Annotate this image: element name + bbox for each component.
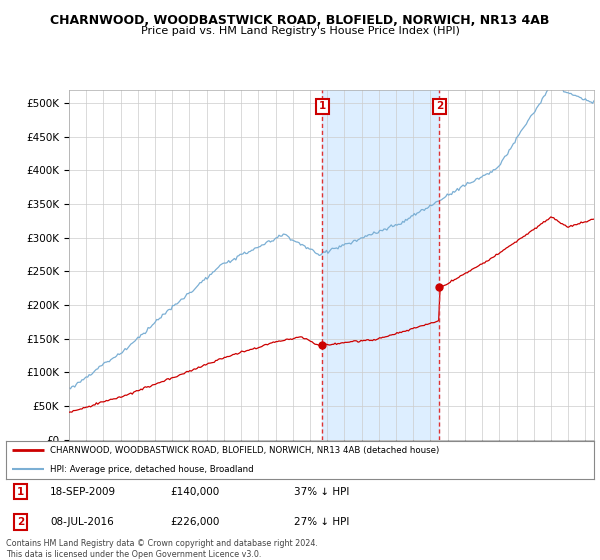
Text: 08-JUL-2016: 08-JUL-2016: [50, 517, 114, 527]
Text: 1: 1: [17, 487, 25, 497]
Text: 18-SEP-2009: 18-SEP-2009: [50, 487, 116, 497]
Text: 2: 2: [436, 101, 443, 111]
Text: CHARNWOOD, WOODBASTWICK ROAD, BLOFIELD, NORWICH, NR13 4AB (detached house): CHARNWOOD, WOODBASTWICK ROAD, BLOFIELD, …: [50, 446, 439, 455]
Text: 27% ↓ HPI: 27% ↓ HPI: [294, 517, 349, 527]
Text: £226,000: £226,000: [170, 517, 220, 527]
Bar: [322, 90, 439, 440]
Text: CHARNWOOD, WOODBASTWICK ROAD, BLOFIELD, NORWICH, NR13 4AB: CHARNWOOD, WOODBASTWICK ROAD, BLOFIELD, …: [50, 14, 550, 27]
Text: 1: 1: [319, 101, 326, 111]
Text: Contains HM Land Registry data © Crown copyright and database right 2024.
This d: Contains HM Land Registry data © Crown c…: [6, 539, 318, 559]
Text: £140,000: £140,000: [170, 487, 220, 497]
Text: 2: 2: [17, 517, 25, 527]
Text: Price paid vs. HM Land Registry's House Price Index (HPI): Price paid vs. HM Land Registry's House …: [140, 26, 460, 36]
Text: HPI: Average price, detached house, Broadland: HPI: Average price, detached house, Broa…: [50, 465, 254, 474]
Text: 37% ↓ HPI: 37% ↓ HPI: [294, 487, 349, 497]
